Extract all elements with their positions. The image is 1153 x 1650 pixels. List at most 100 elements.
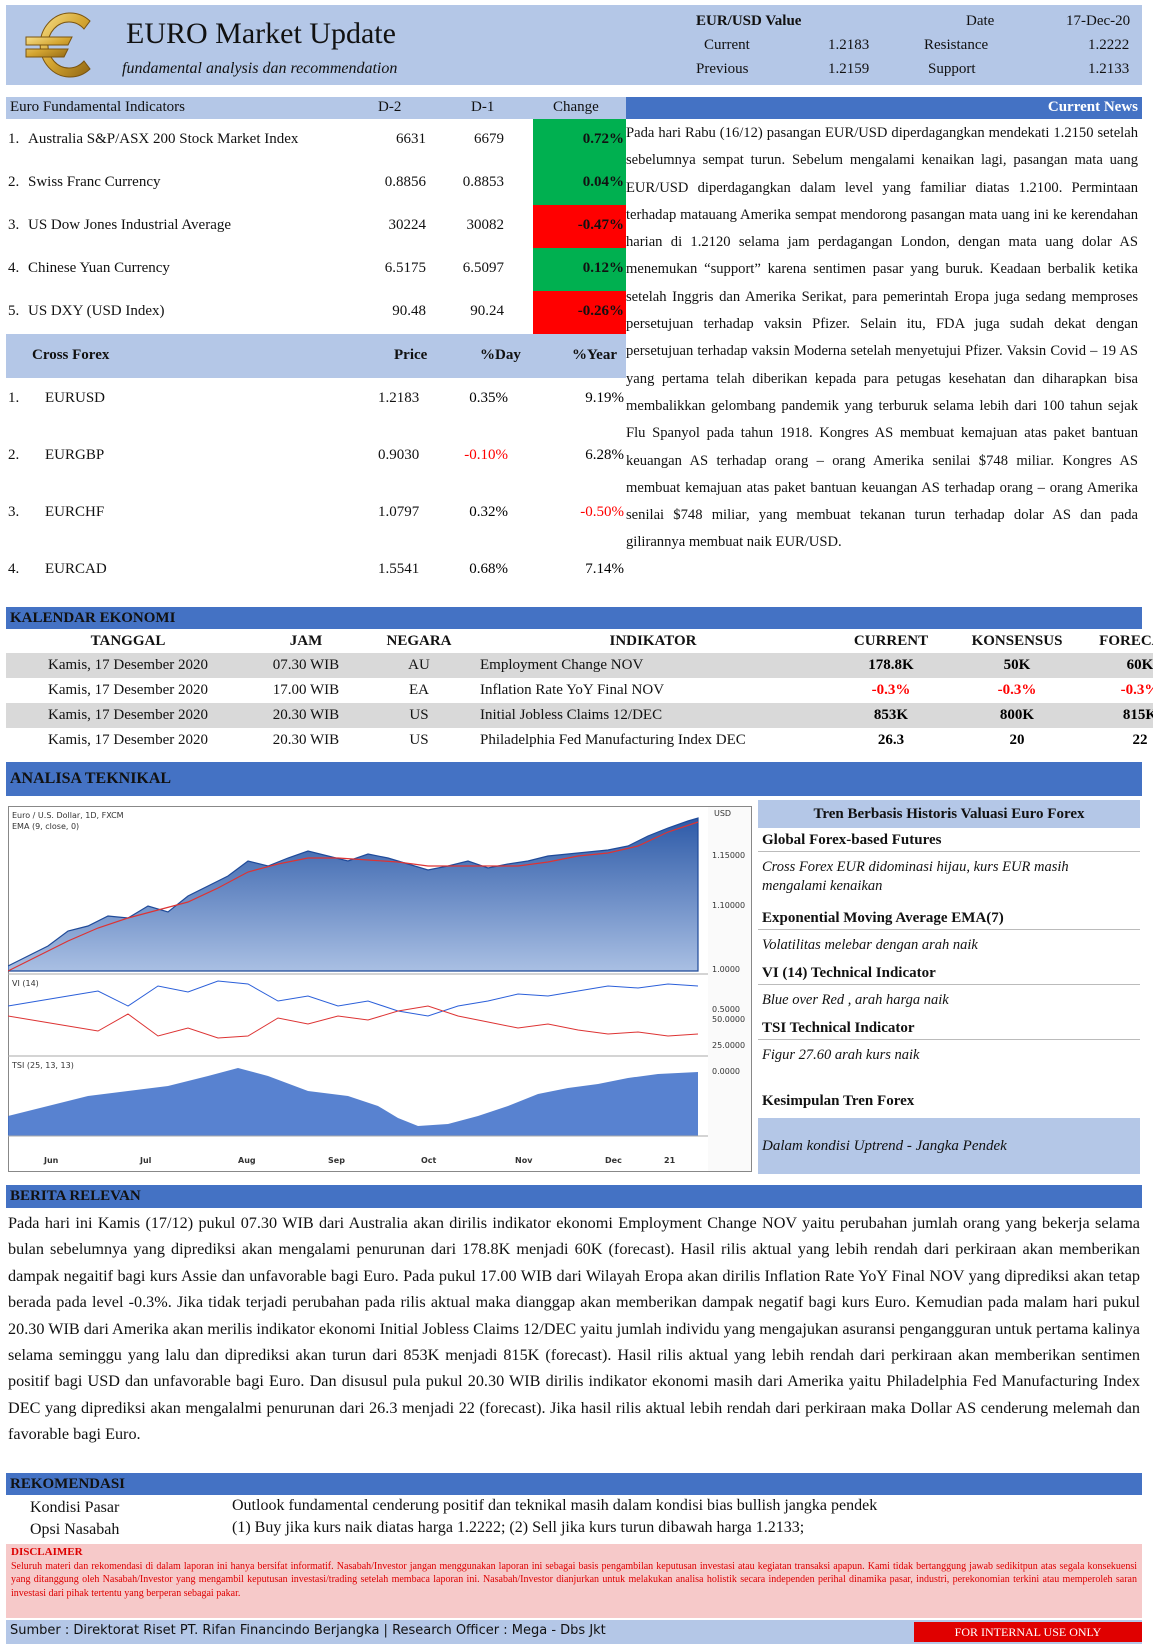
indicator-name: US Dow Jones Industrial Average [28, 217, 232, 233]
vi-plus-line [8, 980, 699, 1017]
calendar-row: Kamis, 17 Desember 2020 20.30 WIB US Philad… [6, 728, 1153, 753]
change: 0.72% [582, 131, 624, 147]
news-text: Pada hari Rabu (16/12) pasangan EUR/USD … [626, 125, 1138, 551]
column-header: %Day [480, 347, 521, 363]
axis-label: 1.10000 [712, 901, 745, 910]
calendar-row: Kamis, 17 Desember 2020 17.00 WIB EA Inflat… [6, 678, 1153, 703]
value-cell: 22 [1132, 732, 1148, 748]
value-cell: 20 [1009, 732, 1025, 748]
calendar-table: TANGGAL JAM NEGARA INDIKATOR CURRENT KONSENSU… [6, 630, 1153, 753]
column-header: INDIKATOR [609, 633, 697, 649]
axis-label: 50.0000 [712, 1015, 745, 1024]
value: 30224 [388, 217, 427, 233]
label: EUR/USD Value [696, 13, 802, 29]
pair: EURCHF [45, 504, 105, 520]
trend-item: Exponential Moving Average EMA(7) Volatil… [758, 908, 1140, 955]
row-number: 1. [8, 131, 20, 147]
item-heading: Global Forex-based Futures [758, 830, 1140, 852]
column-header: NEGARA [386, 633, 452, 649]
table-row: 4. Chinese Yuan Currency 6.5175 6.5097 0.12% [6, 248, 626, 291]
trend-panel: Tren Berbasis Historis Valuasi Euro Fore… [758, 800, 1140, 1175]
cell: 07.30 WIB [272, 657, 340, 673]
label: Current [704, 37, 750, 53]
indicator-name: US DXY (USD Index) [28, 303, 165, 319]
year: 6.28% [585, 447, 624, 463]
strip-left [6, 97, 626, 119]
change-cell: -0.26% [533, 291, 626, 334]
cross-forex-table: 1. EURUSD 1.2183 0.35% 9.19% 2. EURGBP 0.9030 -0… [6, 378, 626, 606]
cell: Inflation Rate YoY Final NOV [480, 682, 665, 698]
calendar-row: Kamis, 17 Desember 2020 07.30 WIB AU Employ… [6, 653, 1153, 678]
value-cell: 815K [1122, 707, 1153, 723]
year: 9.19% [585, 390, 624, 406]
cell: AU [408, 657, 430, 673]
trend-item: Global Forex-based Futures Cross Forex EU… [758, 830, 1140, 896]
item-text: Volatilitas melebar dengan arah naik [762, 937, 978, 953]
table-row: 2. Swiss Franc Currency 0.8856 0.8853 0.04% [6, 162, 626, 205]
column-header: D-2 [378, 99, 402, 115]
row-number: 5. [8, 303, 20, 319]
price-area [8, 817, 699, 972]
news-title: Current News [1047, 99, 1138, 115]
label: Support [928, 61, 976, 77]
cell: Employment Change NOV [480, 657, 644, 673]
column-header: CURRENT [853, 633, 929, 649]
cell: Kamis, 17 Desember 2020 [48, 732, 208, 748]
value: 1.2159 [828, 61, 870, 77]
value: 0.8856 [384, 174, 426, 190]
column-header: Change [553, 99, 599, 115]
column-header: Price [394, 347, 428, 363]
calendar-row: Kamis, 17 Desember 2020 20.30 WIB US Initia… [6, 703, 1153, 728]
change-cell: 0.12% [533, 248, 626, 291]
row-number: 4. [8, 561, 20, 577]
column-header: TANGGAL [90, 633, 166, 649]
cross-forex-header: Cross Forex Price %Day %Year [6, 334, 626, 378]
price: 1.5541 [378, 561, 420, 577]
table-row: 3. EURCHF 1.0797 0.32% -0.50% [6, 492, 626, 549]
change-cell: -0.47% [533, 205, 626, 248]
value-cell: -0.3% [871, 682, 911, 698]
price-axis-area [708, 807, 751, 1171]
day: 0.35% [469, 390, 508, 406]
value: 6.5175 [384, 260, 426, 276]
table-row: 1. EURUSD 1.2183 0.35% 9.19% [6, 378, 626, 435]
axis-label: 0.5000 [712, 1005, 740, 1014]
title: EURO Market Update [126, 17, 396, 50]
tsi-area [8, 1068, 698, 1136]
header: EURO Market Update fundamental analysis … [6, 5, 1142, 85]
footer-source: Sumber : Direktorat Riset PT. Rifan Fina… [10, 1623, 606, 1638]
cell: US [409, 732, 429, 748]
x-tick-label: Sep [328, 1156, 345, 1165]
disclaimer-title: DISCLAIMER [11, 1546, 83, 1558]
column-header: JAM [289, 633, 323, 649]
rekomendasi-row: Opsi Nasabah (1) Buy jika kurs naik diata… [6, 1519, 1142, 1541]
value: 6679 [474, 131, 504, 147]
x-tick-label: Nov [515, 1156, 533, 1165]
value: 90.24 [470, 303, 504, 319]
year: 7.14% [585, 561, 624, 577]
rekomendasi-label: Opsi Nasabah [30, 1521, 120, 1538]
item-heading: TSI Technical Indicator [758, 1018, 1140, 1040]
cell: Initial Jobless Claims 12/DEC [480, 707, 663, 723]
value-cell: 800K [999, 707, 1035, 723]
row-number: 3. [8, 217, 20, 233]
axis-label: 1.0000 [712, 965, 740, 974]
chart-indicator: VI (14) [12, 979, 39, 988]
cell: EA [409, 682, 429, 698]
day: -0.10% [464, 447, 508, 463]
axis-currency: USD [714, 809, 731, 818]
table-row: 4. EURCAD 1.5541 0.68% 7.14% [6, 549, 626, 606]
section-bar: KALENDAR EKONOMI [6, 607, 1142, 629]
cell: Philadelphia Fed Manufacturing Index DEC [480, 732, 746, 748]
change-cell: 0.72% [533, 119, 626, 162]
value: 1.2183 [828, 37, 870, 53]
footer-note: FOR INTERNAL USE ONLY [914, 1622, 1142, 1642]
value-cell: -0.3% [997, 682, 1037, 698]
fundamentals-table: 1. Australia S&P/ASX 200 Stock Market Ind… [6, 119, 626, 334]
section-bar: ANALISA TEKNIKAL [6, 762, 1142, 796]
pair: EURGBP [45, 447, 105, 463]
value: 30082 [466, 217, 505, 233]
conclusion-box: Dalam kondisi Uptrend - Jangka Pendek [758, 1118, 1140, 1174]
conclusion-heading: Kesimpulan Tren Forex [762, 1093, 915, 1109]
